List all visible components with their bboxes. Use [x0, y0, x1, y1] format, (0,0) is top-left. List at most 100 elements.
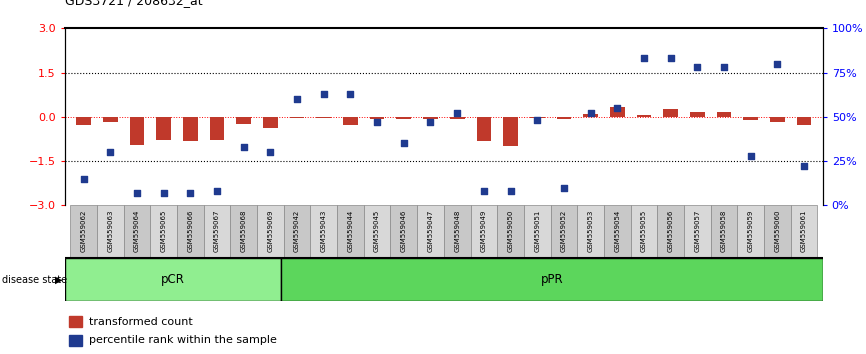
Text: GSM559056: GSM559056 [668, 210, 674, 252]
Bar [103, 117, 118, 122]
Point [557, 185, 571, 190]
Bar [551, 205, 578, 258]
Bar [663, 109, 678, 117]
Bar [578, 205, 604, 258]
Text: GSM559066: GSM559066 [187, 210, 193, 252]
Text: GSM559059: GSM559059 [747, 210, 753, 252]
Bar [151, 205, 177, 258]
Bar [764, 205, 791, 258]
Bar [423, 117, 438, 119]
Text: GSM559048: GSM559048 [454, 210, 460, 252]
Bar [310, 205, 337, 258]
Bar [257, 205, 284, 258]
Point [77, 176, 91, 182]
Text: GSM559069: GSM559069 [268, 210, 274, 252]
Bar [130, 117, 145, 145]
Bar [281, 258, 823, 301]
Point [504, 188, 518, 194]
Point [611, 105, 624, 111]
Bar [476, 117, 491, 141]
Text: GSM559047: GSM559047 [428, 210, 434, 252]
Text: GSM559045: GSM559045 [374, 210, 380, 252]
Text: GSM559063: GSM559063 [107, 210, 113, 252]
Bar [68, 335, 82, 346]
Bar [737, 205, 764, 258]
Point [210, 188, 224, 194]
Text: GSM559064: GSM559064 [134, 210, 140, 252]
Bar [417, 205, 443, 258]
Bar [65, 258, 281, 301]
Bar [68, 316, 82, 327]
Text: GSM559053: GSM559053 [587, 210, 593, 252]
Text: GDS3721 / 208632_at: GDS3721 / 208632_at [65, 0, 203, 7]
Bar [290, 117, 305, 118]
Text: GSM559054: GSM559054 [614, 210, 620, 252]
Bar [557, 117, 572, 119]
Bar [497, 205, 524, 258]
Text: pPR: pPR [540, 273, 564, 286]
Bar [316, 117, 331, 118]
Point [797, 164, 811, 169]
Text: GSM559052: GSM559052 [561, 210, 567, 252]
Point [423, 119, 437, 125]
Bar [284, 205, 310, 258]
Bar [604, 205, 630, 258]
Bar [743, 117, 758, 120]
Bar [230, 205, 257, 258]
Text: GSM559055: GSM559055 [641, 210, 647, 252]
Text: transformed count: transformed count [89, 316, 193, 327]
Bar [124, 205, 151, 258]
Bar [530, 117, 545, 118]
Text: pCR: pCR [161, 273, 185, 286]
Text: GSM559049: GSM559049 [481, 210, 487, 252]
Bar [343, 117, 358, 125]
Bar [690, 112, 705, 117]
Point [717, 64, 731, 70]
Point [450, 110, 464, 116]
Bar [236, 117, 251, 124]
Text: GSM559051: GSM559051 [534, 210, 540, 252]
Point [370, 119, 384, 125]
Bar [337, 205, 364, 258]
Text: GSM559065: GSM559065 [161, 210, 166, 252]
Point [663, 56, 677, 61]
Point [263, 149, 277, 155]
Bar [797, 117, 811, 125]
Point [771, 61, 785, 67]
Text: GSM559067: GSM559067 [214, 210, 220, 252]
Bar [204, 205, 230, 258]
Bar [637, 115, 651, 117]
Bar [717, 112, 731, 117]
Bar [177, 205, 204, 258]
Text: GSM559042: GSM559042 [294, 210, 301, 252]
Text: disease state: disease state [2, 275, 67, 285]
Bar [364, 205, 391, 258]
Bar [610, 107, 624, 117]
Text: GSM559044: GSM559044 [347, 210, 353, 252]
Point [397, 141, 410, 146]
Bar [157, 117, 171, 140]
Bar [443, 205, 470, 258]
Bar [711, 205, 737, 258]
Text: GSM559062: GSM559062 [81, 210, 87, 252]
Bar [183, 117, 197, 141]
Text: GSM559050: GSM559050 [507, 210, 514, 252]
Bar [770, 117, 785, 122]
Point [157, 190, 171, 196]
Text: ▶: ▶ [55, 275, 62, 285]
Text: GSM559043: GSM559043 [320, 210, 326, 252]
Bar [97, 205, 124, 258]
Point [103, 149, 117, 155]
Bar [524, 205, 551, 258]
Bar [263, 117, 278, 128]
Point [744, 153, 758, 159]
Bar [657, 205, 684, 258]
Bar [791, 205, 818, 258]
Point [530, 118, 544, 123]
Point [584, 110, 598, 116]
Bar [503, 117, 518, 146]
Bar [210, 117, 224, 140]
Point [130, 190, 144, 196]
Text: GSM559058: GSM559058 [721, 210, 727, 252]
Point [690, 64, 704, 70]
